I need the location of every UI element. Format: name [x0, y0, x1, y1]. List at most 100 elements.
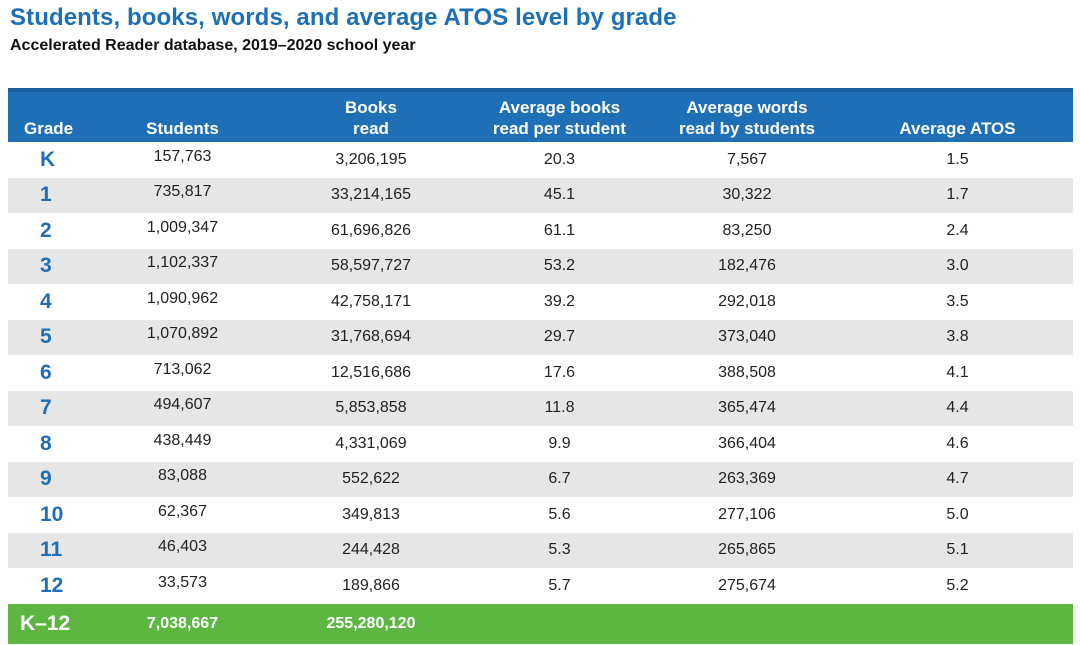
total-row: K–12 7,038,667 255,280,120: [8, 603, 1073, 644]
cell-books-read: 349,813: [275, 497, 467, 533]
cell-avg-books: 9.9: [467, 426, 652, 462]
total-grade: K–12: [8, 603, 90, 644]
cell-students: 62,367: [90, 497, 275, 533]
cell-grade: 2: [8, 213, 90, 249]
cell-avg-words: 275,674: [652, 568, 842, 604]
chart-subtitle: Accelerated Reader database, 2019–2020 s…: [10, 37, 416, 54]
table-row: 3 1,102,337 58,597,727 53.2 182,476 3.0: [8, 248, 1073, 285]
header-avg-atos: Average ATOS: [842, 88, 1073, 142]
chart-title: Students, books, words, and average ATOS…: [10, 4, 677, 31]
cell-grade: 10: [8, 497, 90, 533]
cell-books-read: 31,768,694: [275, 319, 467, 356]
table-row: 4 1,090,962 42,758,171 39.2 292,018 3.5: [8, 284, 1073, 320]
header-avg-words-line1: Average words: [686, 98, 808, 117]
cell-avg-words: 277,106: [652, 497, 842, 533]
header-books-read: Books read: [275, 88, 467, 142]
cell-avg-books: 5.7: [467, 568, 652, 604]
cell-avg-books: 17.6: [467, 355, 652, 391]
header-avg-words-line2: read by students: [678, 119, 816, 138]
cell-avg-atos: 2.4: [842, 213, 1073, 249]
table-row: 11 46,403 244,428 5.3 265,865 5.1: [8, 532, 1073, 569]
cell-grade: 1: [8, 177, 90, 214]
cell-avg-words: 182,476: [652, 248, 842, 285]
cell-avg-atos: 4.4: [842, 390, 1073, 427]
table-row: 8 438,449 4,331,069 9.9 366,404 4.6: [8, 426, 1073, 462]
header-grade: Grade: [8, 88, 90, 142]
cell-avg-atos: 1.7: [842, 177, 1073, 214]
cell-students: 33,573: [90, 568, 275, 604]
cell-avg-books: 6.7: [467, 461, 652, 498]
table-row: K 157,763 3,206,195 20.3 7,567 1.5: [8, 142, 1073, 178]
cell-avg-atos: 5.2: [842, 568, 1073, 604]
cell-avg-books: 45.1: [467, 177, 652, 214]
table-row: 9 83,088 552,622 6.7 263,369 4.7: [8, 461, 1073, 498]
cell-books-read: 58,597,727: [275, 248, 467, 285]
cell-grade: 4: [8, 284, 90, 320]
cell-books-read: 189,866: [275, 568, 467, 604]
cell-students: 713,062: [90, 355, 275, 391]
table-footer: K–12 7,038,667 255,280,120: [8, 603, 1073, 644]
cell-grade: 11: [8, 532, 90, 569]
cell-avg-words: 373,040: [652, 319, 842, 356]
cell-avg-words: 83,250: [652, 213, 842, 249]
table-row: 5 1,070,892 31,768,694 29.7 373,040 3.8: [8, 319, 1073, 356]
cell-grade: 8: [8, 426, 90, 462]
cell-books-read: 33,214,165: [275, 177, 467, 214]
table-row: 2 1,009,347 61,696,826 61.1 83,250 2.4: [8, 213, 1073, 249]
table-row: 7 494,607 5,853,858 11.8 365,474 4.4: [8, 390, 1073, 427]
cell-avg-atos: 4.7: [842, 461, 1073, 498]
cell-avg-words: 263,369: [652, 461, 842, 498]
cell-grade: K: [8, 142, 90, 178]
cell-students: 1,102,337: [90, 248, 275, 285]
cell-students: 1,090,962: [90, 284, 275, 320]
total-books: 255,280,120: [275, 603, 467, 644]
cell-grade: 7: [8, 390, 90, 427]
table-row: 1 735,817 33,214,165 45.1 30,322 1.7: [8, 177, 1073, 214]
table-row: 12 33,573 189,866 5.7 275,674 5.2: [8, 568, 1073, 604]
cell-avg-words: 292,018: [652, 284, 842, 320]
cell-grade: 3: [8, 248, 90, 285]
table-body: K 157,763 3,206,195 20.3 7,567 1.5 1 735,817 33,…: [8, 142, 1073, 604]
cell-books-read: 42,758,171: [275, 284, 467, 320]
cell-grade: 5: [8, 319, 90, 356]
cell-avg-words: 265,865: [652, 532, 842, 569]
cell-grade: 6: [8, 355, 90, 391]
cell-avg-atos: 1.5: [842, 142, 1073, 178]
cell-students: 1,009,347: [90, 213, 275, 249]
cell-avg-words: 388,508: [652, 355, 842, 391]
cell-avg-books: 11.8: [467, 390, 652, 427]
cell-books-read: 61,696,826: [275, 213, 467, 249]
cell-avg-words: 366,404: [652, 426, 842, 462]
cell-students: 1,070,892: [90, 319, 275, 356]
cell-avg-atos: 4.1: [842, 355, 1073, 391]
cell-avg-books: 5.3: [467, 532, 652, 569]
cell-avg-books: 5.6: [467, 497, 652, 533]
cell-students: 494,607: [90, 390, 275, 427]
cell-avg-atos: 5.0: [842, 497, 1073, 533]
table-row: 6 713,062 12,516,686 17.6 388,508 4.1: [8, 355, 1073, 391]
cell-avg-words: 7,567: [652, 142, 842, 178]
cell-avg-atos: 4.6: [842, 426, 1073, 462]
cell-books-read: 4,331,069: [275, 426, 467, 462]
cell-avg-books: 20.3: [467, 142, 652, 178]
grade-table: Grade Students Books read Average books …: [8, 88, 1073, 644]
cell-grade: 12: [8, 568, 90, 604]
header-row: Grade Students Books read Average books …: [8, 88, 1073, 142]
cell-avg-books: 29.7: [467, 319, 652, 356]
cell-books-read: 12,516,686: [275, 355, 467, 391]
cell-avg-books: 39.2: [467, 284, 652, 320]
cell-books-read: 5,853,858: [275, 390, 467, 427]
cell-avg-atos: 3.0: [842, 248, 1073, 285]
cell-avg-atos: 5.1: [842, 532, 1073, 569]
header-avg-books-line1: Average books: [498, 98, 621, 117]
cell-avg-atos: 3.5: [842, 284, 1073, 320]
header-avg-books: Average books read per student: [467, 88, 652, 142]
table-row: 10 62,367 349,813 5.6 277,106 5.0: [8, 497, 1073, 533]
cell-avg-words: 30,322: [652, 177, 842, 214]
cell-avg-atos: 3.8: [842, 319, 1073, 356]
header-avg-books-line2: read per student: [492, 119, 627, 138]
cell-students: 735,817: [90, 177, 275, 214]
cell-students: 46,403: [90, 532, 275, 569]
cell-books-read: 552,622: [275, 461, 467, 498]
header-avg-words: Average words read by students: [652, 88, 842, 142]
